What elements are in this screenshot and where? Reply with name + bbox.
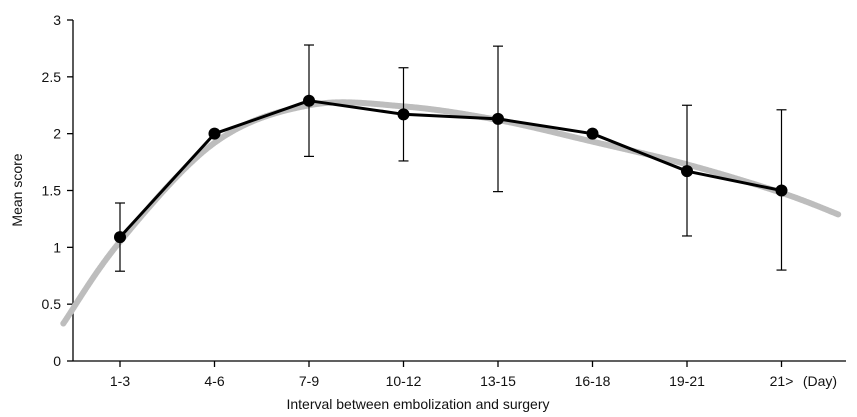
x-tick-label: 4-6 xyxy=(204,373,224,389)
x-tick-label: 1-3 xyxy=(110,373,130,389)
x-tick-label: 13-15 xyxy=(480,373,516,389)
y-axis-title: Mean score xyxy=(9,153,25,226)
y-tick-label: 3 xyxy=(53,12,61,28)
x-unit-label: (Day) xyxy=(803,373,837,389)
error-bars xyxy=(115,44,787,272)
y-tick-label: 2 xyxy=(53,126,61,142)
data-point xyxy=(775,184,788,197)
y-tick-label: 0.5 xyxy=(42,296,62,312)
data-point xyxy=(397,108,410,121)
data-points xyxy=(114,94,788,244)
x-axis-title: Interval between embolization and surger… xyxy=(286,396,549,412)
trend-line xyxy=(60,99,842,327)
data-point xyxy=(492,112,504,125)
x-tick-label: 7-9 xyxy=(299,373,319,389)
x-tick-label: 21> xyxy=(770,373,794,389)
y-ticks: 0 0.5 1 1.5 2 2.5 3 xyxy=(42,12,73,369)
data-point xyxy=(303,94,315,107)
x-ticks: 1-3 4-6 7-9 10-12 13-15 16-18 19-21 21> xyxy=(110,361,793,389)
y-tick-label: 1.5 xyxy=(42,183,62,199)
x-tick-label: 10-12 xyxy=(386,373,422,389)
data-point xyxy=(681,165,693,178)
data-point xyxy=(208,127,221,140)
y-tick-label: 1 xyxy=(53,239,61,255)
x-tick-label: 16-18 xyxy=(575,373,611,389)
series-line xyxy=(118,99,782,239)
x-tick-label: 19-21 xyxy=(669,373,705,389)
y-tick-label: 0 xyxy=(53,353,61,369)
y-tick-label: 2.5 xyxy=(42,69,62,85)
data-point xyxy=(586,127,599,140)
axes xyxy=(72,20,846,362)
data-point xyxy=(114,231,126,244)
